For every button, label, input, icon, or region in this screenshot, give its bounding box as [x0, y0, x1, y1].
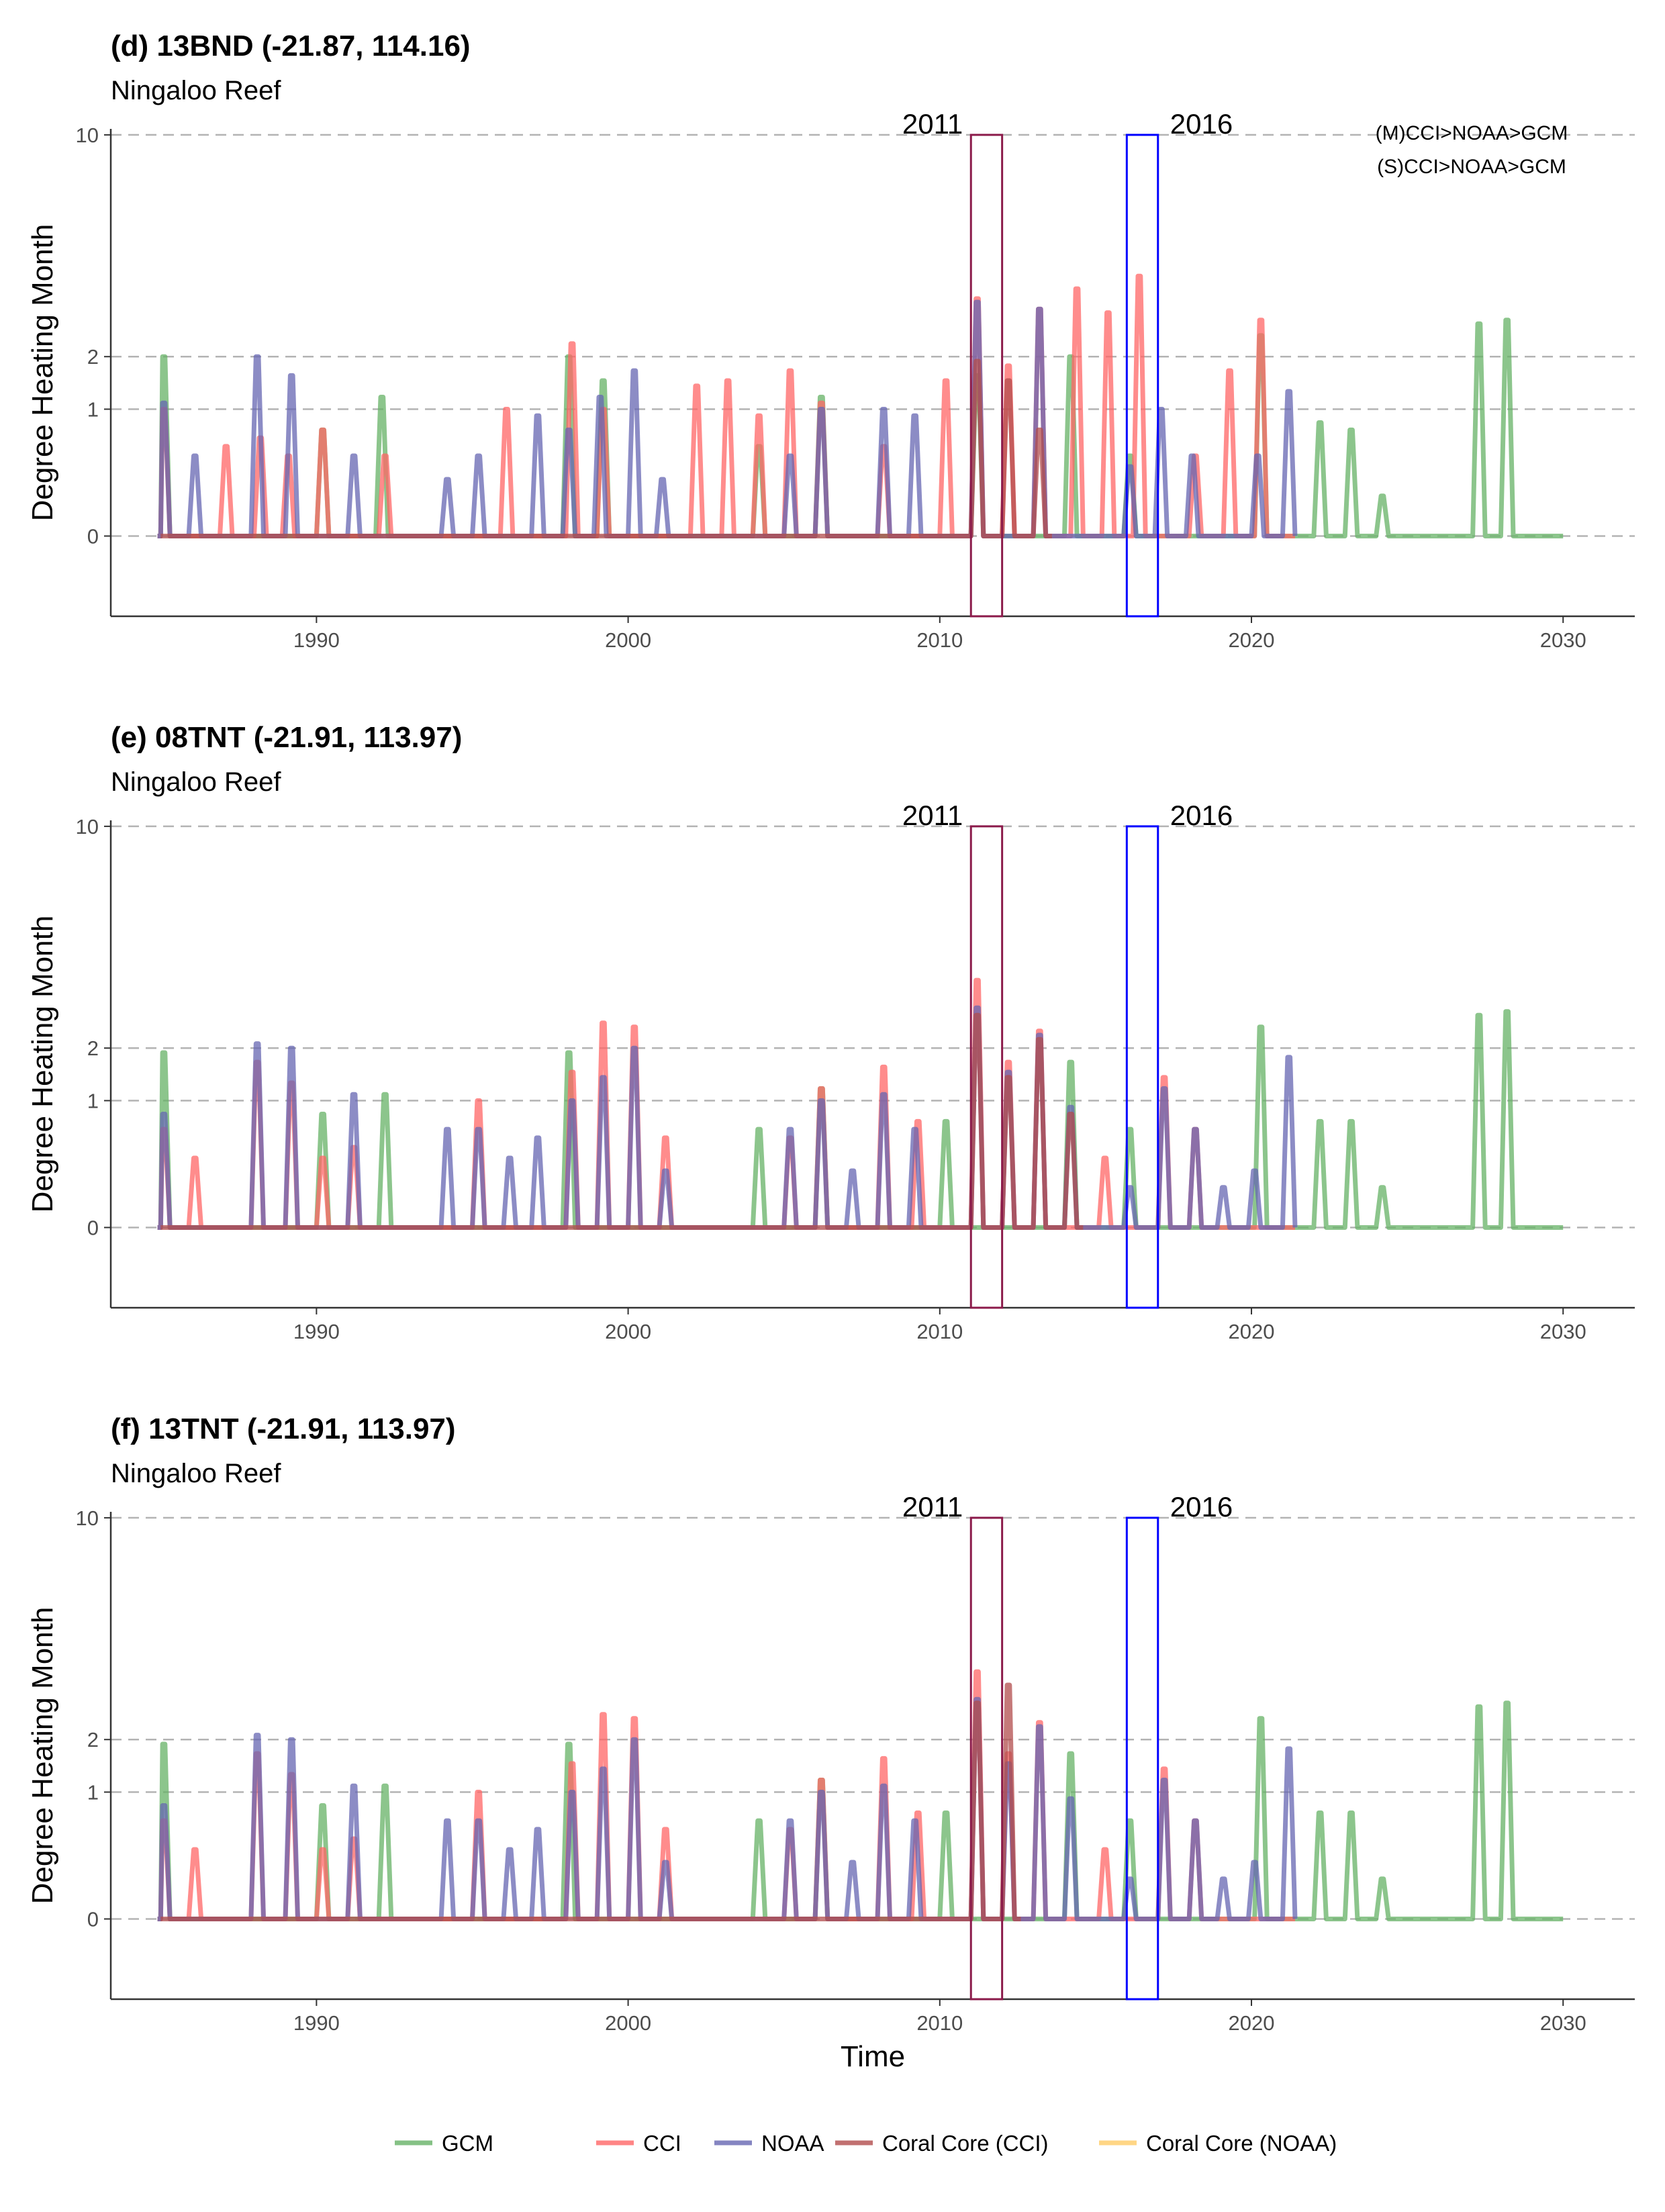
series-coral-core-cci — [160, 1682, 1021, 1921]
series-coral-core-cci — [160, 358, 1052, 538]
x-tick-label: 1990 — [293, 1320, 340, 1343]
x-tick-label: 2020 — [1229, 628, 1275, 652]
legend: GCM CCI NOAA Coral Core (CCI) Coral Core (NO… — [395, 2131, 1337, 2156]
panel-title: (f) 13TNT (-21.91, 113.97) — [111, 1412, 456, 1445]
event-box-2011 — [969, 134, 1004, 618]
y-tick-label: 1 — [87, 1090, 99, 1113]
event-label-2016: 2016 — [1170, 1491, 1233, 1523]
event-box-2016 — [1125, 825, 1159, 1309]
x-tick-label: 2020 — [1229, 2011, 1275, 2035]
y-tick-label: 0 — [87, 1216, 99, 1239]
panel-subtitle: Ningaloo Reef — [111, 767, 281, 797]
x-tick-label: 2030 — [1540, 2011, 1586, 2035]
legend-label: GCM — [442, 2131, 493, 2156]
event-box-2016 — [1125, 134, 1159, 618]
event-box-2016 — [1125, 1517, 1159, 2001]
panel-title: (e) 08TNT (-21.91, 113.97) — [111, 721, 462, 754]
event-label-2016: 2016 — [1170, 800, 1233, 831]
legend-label: Coral Core (CCI) — [882, 2131, 1049, 2156]
x-tick-label: 2020 — [1229, 1320, 1275, 1343]
y-tick-label: 1 — [87, 398, 99, 422]
panel-2: (e) 08TNT (-21.91, 113.97) Ningaloo Reef 0… — [26, 721, 1635, 1343]
annotation: (M)CCI>NOAA>GCM — [1376, 122, 1568, 144]
legend-label: Coral Core (NOAA) — [1146, 2131, 1337, 2156]
event-label-2016: 2016 — [1170, 108, 1233, 140]
y-tick-label: 10 — [76, 124, 99, 147]
event-box-2011 — [969, 825, 1004, 1309]
panel-subtitle: Ningaloo Reef — [111, 1459, 281, 1488]
x-tick-label: 2010 — [916, 1320, 963, 1343]
y-axis-label: Degree Heating Month — [26, 224, 59, 522]
x-tick-label: 2000 — [605, 628, 651, 652]
y-tick-label: 10 — [76, 1506, 99, 1530]
legend-label: CCI — [643, 2131, 681, 2156]
y-tick-label: 2 — [87, 345, 99, 369]
event-label-2011: 2011 — [902, 108, 963, 140]
x-tick-label: 2010 — [916, 628, 963, 652]
panel-title: (d) 13BND (-21.87, 114.16) — [111, 30, 471, 62]
panel-3: (f) 13TNT (-21.91, 113.97) Ningaloo Reef 0… — [26, 1412, 1635, 2073]
x-axis-label: Time — [841, 2040, 905, 2073]
y-tick-label: 2 — [87, 1037, 99, 1060]
series-noaa — [157, 1696, 1298, 1921]
x-tick-label: 2000 — [605, 2011, 651, 2035]
x-tick-label: 2030 — [1540, 628, 1586, 652]
y-axis-label: Degree Heating Month — [26, 916, 59, 1213]
annotation: (S)CCI>NOAA>GCM — [1377, 156, 1566, 178]
x-tick-label: 1990 — [293, 628, 340, 652]
series-gcm — [157, 1009, 1564, 1230]
x-tick-label: 2010 — [916, 2011, 963, 2035]
event-label-2011: 2011 — [902, 800, 963, 831]
series-gcm — [157, 1700, 1564, 1921]
y-tick-label: 1 — [87, 1781, 99, 1805]
panel-subtitle: Ningaloo Reef — [111, 76, 281, 105]
y-tick-label: 0 — [87, 1907, 99, 1931]
legend-label: NOAA — [761, 2131, 824, 2156]
x-tick-label: 2030 — [1540, 1320, 1586, 1343]
x-tick-label: 1990 — [293, 2011, 340, 2035]
panel-1: (d) 13BND (-21.87, 114.16) Ningaloo Reef 0… — [26, 30, 1635, 652]
series-coral-core-cci — [160, 1012, 1084, 1230]
event-label-2011: 2011 — [902, 1491, 963, 1523]
event-box-2011 — [969, 1517, 1004, 2001]
series-gcm — [157, 318, 1564, 538]
y-tick-label: 2 — [87, 1728, 99, 1751]
y-tick-label: 10 — [76, 815, 99, 838]
y-axis-label: Degree Heating Month — [26, 1607, 59, 1905]
y-tick-label: 0 — [87, 524, 99, 548]
series-noaa — [157, 299, 1298, 538]
series-noaa — [157, 1005, 1298, 1230]
x-tick-label: 2000 — [605, 1320, 651, 1343]
